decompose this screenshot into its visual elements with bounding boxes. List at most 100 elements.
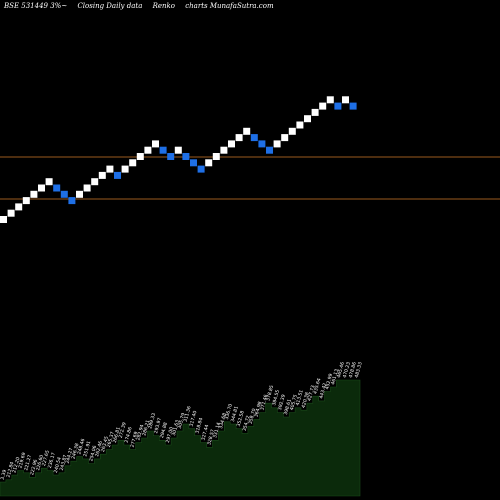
renko-brick-5 <box>30 190 38 198</box>
volume-label-49: 398.61 <box>283 398 293 415</box>
renko-brick-41 <box>304 115 311 123</box>
renko-brick-33 <box>243 127 251 135</box>
renko-brick-17 <box>121 165 129 173</box>
volume-label-42: 354.72 <box>242 415 252 432</box>
volume-label-59: 470.23 <box>342 361 352 378</box>
renko-brick-40 <box>296 121 304 129</box>
volume-label-35: 327.44 <box>200 424 210 441</box>
volume-label-44: 364.98 <box>253 401 263 418</box>
volume-label-32: 311.36 <box>183 405 193 422</box>
renko-brick-22 <box>159 146 167 154</box>
renko-brick-16 <box>114 171 121 179</box>
volume-label-11: 243.87 <box>59 454 69 471</box>
volume-label-34: 318.84 <box>194 417 204 434</box>
chart-header: BSE 531449 3%~ Closing Daily data Renko … <box>4 2 496 10</box>
renko-brick-38 <box>281 134 289 142</box>
renko-brick-47 <box>349 102 357 110</box>
data-caption: Closing Daily data <box>77 2 143 10</box>
volume-label-55: 443.42 <box>318 382 328 399</box>
volume-label-60: 478.86 <box>348 361 358 378</box>
volume-label-36: 328.57 <box>206 429 216 446</box>
renko-brick-10 <box>68 197 76 205</box>
renko-brick-25 <box>182 153 190 160</box>
volume-label-2: 212.84 <box>6 461 16 478</box>
volume-label-57: 461.13 <box>330 368 340 385</box>
volume-label-13: 246.38 <box>71 443 81 460</box>
renko-brick-26 <box>190 159 197 167</box>
renko-brick-28 <box>205 159 213 167</box>
volume-label-58: 465.46 <box>336 361 346 378</box>
volume-label-39: 336.70 <box>224 403 234 420</box>
volume-label-54: 435.64 <box>312 378 322 395</box>
renko-brick-27 <box>197 165 205 173</box>
volume-label-33: 317.40 <box>189 410 199 427</box>
renko-brick-21 <box>152 140 159 148</box>
renko-brick-12 <box>83 184 91 192</box>
volume-label-52: 420.38 <box>301 392 311 409</box>
volume-label-37: 331.14 <box>212 422 222 439</box>
volume-label-22: 274.86 <box>124 426 134 443</box>
renko-brick-1 <box>0 216 7 223</box>
volume-label-17: 262.46 <box>94 440 104 457</box>
renko-brick-29 <box>212 153 220 160</box>
renko-brick-3 <box>15 203 23 211</box>
renko-brick-43 <box>319 102 327 110</box>
renko-brick-8 <box>53 184 61 192</box>
volume-label-38: 334.68 <box>218 412 228 429</box>
volume-label-48: 392.39 <box>277 394 287 411</box>
volume-label-10: 240.54 <box>53 456 63 473</box>
renko-brick-9 <box>60 190 68 198</box>
renko-brick-42 <box>311 108 319 116</box>
volume-label-15: 251.91 <box>82 440 92 457</box>
volume-label-51: 413.51 <box>295 389 305 406</box>
volume-area <box>0 379 361 497</box>
volume-label-9: 236.17 <box>47 452 57 469</box>
volume-label-1: 3.39 <box>0 469 8 481</box>
volume-label-31: 305.79 <box>177 412 187 429</box>
volume-label-20: 266.81 <box>112 426 122 443</box>
volume-label-47: 384.55 <box>271 389 281 406</box>
volume-label-61: 483.33 <box>354 361 364 378</box>
volume-label-14: 248.46 <box>76 438 86 455</box>
renko-brick-37 <box>273 140 281 148</box>
volume-label-45: 371.46 <box>259 394 269 411</box>
volume-label-6: 222.96 <box>29 459 39 476</box>
renko-brick-31 <box>228 140 235 148</box>
volume-label-21: 272.39 <box>118 422 128 439</box>
renko-brick-45 <box>334 102 342 110</box>
volume-label-41: 352.58 <box>236 410 246 427</box>
volume-label-46: 378.85 <box>265 385 275 402</box>
volume-label-50: 405.75 <box>289 394 299 411</box>
renko-brick-11 <box>76 190 83 198</box>
renko-brick-23 <box>167 153 175 160</box>
renko-brick-18 <box>129 159 137 167</box>
renko-brick-24 <box>174 146 182 154</box>
volume-label-18: 263.45 <box>100 436 110 453</box>
volume-label-16: 254.06 <box>88 445 98 462</box>
renko-brick-14 <box>98 171 106 179</box>
renko-brick-46 <box>342 96 349 104</box>
renko-brick-2 <box>7 209 15 217</box>
volume-label-4: 219.69 <box>17 452 27 469</box>
site-label: charts MunafaSutra.com <box>185 2 274 10</box>
volume-label-28: 294.88 <box>159 422 169 439</box>
volume-label-5: 221.27 <box>23 454 33 471</box>
renko-brick-36 <box>266 146 273 154</box>
renko-brick-7 <box>45 178 53 186</box>
renko-brick-19 <box>136 153 144 160</box>
renko-brick-35 <box>258 140 266 148</box>
volume-label-53: 427.73 <box>307 385 317 402</box>
volume-label-12: 244.27 <box>65 447 75 464</box>
symbol-label: BSE 531449 3%~ <box>4 2 68 10</box>
renko-brick-6 <box>38 184 45 192</box>
renko-brick-20 <box>144 146 152 154</box>
volume-label-56: 452.99 <box>324 373 334 390</box>
volume-label-8: 227.65 <box>41 450 51 467</box>
renko-brick-30 <box>220 146 228 154</box>
renko-brick-15 <box>106 165 114 173</box>
volume-label-26: 289.33 <box>147 412 157 429</box>
volume-label-19: 265.37 <box>106 431 116 448</box>
renko-brick-44 <box>326 96 334 104</box>
